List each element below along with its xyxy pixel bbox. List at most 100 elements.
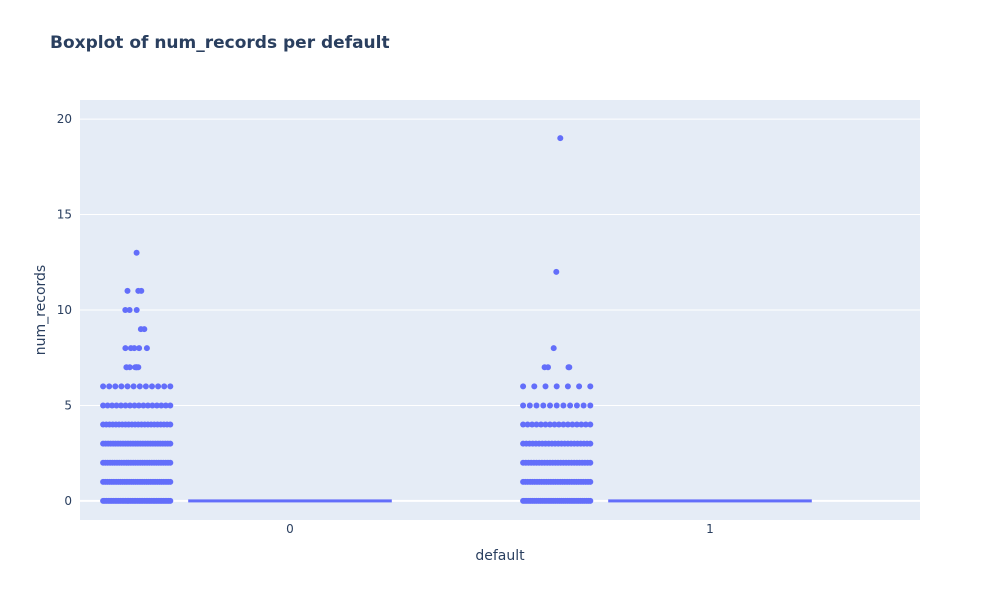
data-point-0-5 xyxy=(167,402,174,409)
data-point-1-7 xyxy=(541,364,548,371)
data-point-0-6 xyxy=(155,383,162,390)
data-point-0-6 xyxy=(136,383,143,390)
data-point-1-7 xyxy=(566,364,573,371)
data-point-0-1 xyxy=(167,478,174,485)
data-point-0-10 xyxy=(122,307,129,313)
data-point-0-6 xyxy=(167,383,174,390)
chart-title: Boxplot of num_records per default xyxy=(50,33,390,53)
data-point-1-6 xyxy=(564,383,571,390)
data-point-0-9 xyxy=(137,326,144,333)
data-point-0-5 xyxy=(122,402,129,409)
data-point-1-1 xyxy=(587,478,594,485)
data-point-1-4 xyxy=(520,421,527,428)
data-point-0-10 xyxy=(126,307,133,313)
x-axis-label: default xyxy=(475,548,525,564)
data-point-0-3 xyxy=(167,440,174,447)
data-point-1-6 xyxy=(576,383,583,390)
data-point-1-5 xyxy=(553,402,560,409)
data-point-0-8 xyxy=(127,345,134,352)
data-point-1-5 xyxy=(560,402,567,409)
data-point-1-4 xyxy=(555,421,562,428)
data-point-1-4 xyxy=(560,421,567,428)
y-tick-label-15: 15 xyxy=(57,208,72,222)
y-tick-label-0: 0 xyxy=(64,494,72,508)
data-point-1-5 xyxy=(526,402,533,409)
data-point-1-4 xyxy=(542,421,549,428)
x-tick-label-0: 0 xyxy=(286,522,294,536)
data-point-1-4 xyxy=(569,421,576,428)
data-point-0-5 xyxy=(113,402,120,409)
data-point-0-5 xyxy=(109,402,116,409)
data-point-0-6 xyxy=(149,383,155,390)
data-point-0-2 xyxy=(167,459,174,466)
data-point-1-4 xyxy=(547,421,553,428)
data-point-1-8 xyxy=(550,345,557,352)
boxes xyxy=(188,499,812,503)
data-point-0-8 xyxy=(122,345,129,352)
data-point-0-5 xyxy=(140,402,147,409)
data-point-0-7 xyxy=(126,364,133,371)
data-point-1-4 xyxy=(538,421,544,428)
data-point-0-5 xyxy=(158,402,165,409)
data-point-0-5 xyxy=(127,402,133,409)
data-point-1-6 xyxy=(542,383,549,390)
data-point-1-4 xyxy=(564,421,571,428)
data-point-1-4 xyxy=(529,421,536,428)
data-point-0-11 xyxy=(124,287,131,294)
y-tick-label-5: 5 xyxy=(64,398,72,412)
y-tick-label-10: 10 xyxy=(57,303,72,317)
data-point-1-5 xyxy=(567,402,574,409)
data-point-1-12 xyxy=(553,268,560,275)
data-point-0-5 xyxy=(131,402,138,409)
data-point-1-6 xyxy=(520,383,527,390)
data-point-0-5 xyxy=(149,402,156,409)
data-point-1-4 xyxy=(524,421,531,428)
data-point-0-5 xyxy=(100,402,107,409)
data-point-1-5 xyxy=(580,402,587,409)
data-point-1-0 xyxy=(587,497,594,504)
data-point-1-6 xyxy=(587,383,594,390)
data-point-0-6 xyxy=(124,383,131,390)
data-point-1-4 xyxy=(582,421,589,428)
data-point-1-4 xyxy=(578,421,585,428)
data-point-1-3 xyxy=(587,440,594,447)
data-point-0-8 xyxy=(143,345,150,352)
data-point-0-6 xyxy=(161,383,168,390)
data-point-0-5 xyxy=(162,402,169,409)
data-point-0-6 xyxy=(142,383,149,390)
data-point-0-5 xyxy=(153,402,160,409)
data-point-0-5 xyxy=(144,402,151,409)
data-point-1-4 xyxy=(587,421,594,428)
data-point-1-5 xyxy=(573,402,580,409)
data-point-1-5 xyxy=(520,402,527,409)
data-point-1-19 xyxy=(557,135,564,142)
x-tick-label-1: 1 xyxy=(706,522,714,536)
y-tick-labels: 0 5 10 15 20 xyxy=(57,112,72,508)
y-axis-label: num_records xyxy=(33,265,49,355)
data-point-0-6 xyxy=(106,383,113,390)
data-point-0-5 xyxy=(135,402,142,409)
data-point-1-4 xyxy=(573,421,580,428)
data-point-1-5 xyxy=(533,402,540,409)
points xyxy=(100,135,594,504)
data-point-0-0 xyxy=(167,497,174,504)
data-point-0-11 xyxy=(135,287,142,294)
data-point-0-8 xyxy=(136,345,143,352)
data-point-0-10 xyxy=(133,307,140,313)
data-point-1-5 xyxy=(587,402,594,409)
data-point-1-4 xyxy=(533,421,540,428)
data-point-0-6 xyxy=(100,383,107,390)
data-point-0-6 xyxy=(112,383,119,390)
data-point-1-4 xyxy=(551,421,558,428)
data-point-1-5 xyxy=(540,402,547,409)
data-point-0-6 xyxy=(118,383,125,390)
data-point-0-4 xyxy=(167,421,174,428)
data-point-0-6 xyxy=(130,383,137,390)
data-point-0-7 xyxy=(133,364,140,371)
data-point-1-6 xyxy=(531,383,538,390)
data-point-0-13 xyxy=(133,249,140,256)
data-point-0-5 xyxy=(118,402,124,409)
